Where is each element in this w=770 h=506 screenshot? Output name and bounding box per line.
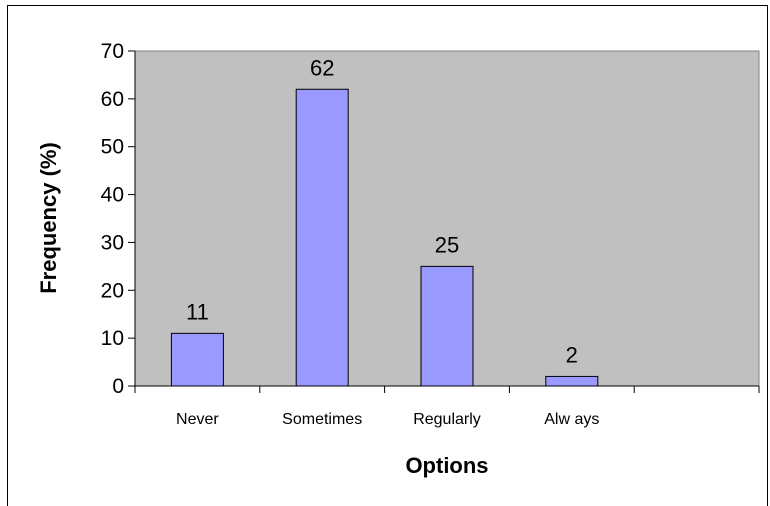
x-category-labels: Never Sometimes Regularly Alw ays <box>176 411 599 428</box>
bar-regularly <box>420 265 474 387</box>
bar-sometimes <box>295 88 349 387</box>
y-tick-label: 30 <box>101 231 124 254</box>
y-tick-labels: 0 10 20 30 40 50 60 70 <box>101 40 124 398</box>
y-tick-label: 10 <box>101 327 124 350</box>
y-tick-label: 70 <box>101 40 124 63</box>
data-label: 11 <box>186 299 209 324</box>
x-axis-title: Options <box>405 453 488 478</box>
data-label: 2 <box>566 342 578 367</box>
y-tick-label: 50 <box>101 136 124 159</box>
data-label: 62 <box>310 55 334 80</box>
x-category-label: Regularly <box>413 411 481 428</box>
axes-layer <box>128 50 760 393</box>
y-axis-title: Frequency (%) <box>36 142 61 294</box>
y-tick-label: 60 <box>101 88 124 111</box>
data-label: 25 <box>435 232 459 257</box>
x-category-label: Never <box>176 411 219 428</box>
bar-never <box>170 332 224 387</box>
x-category-label: Sometimes <box>282 411 362 428</box>
data-labels-layer: 11 62 25 2 <box>186 55 578 367</box>
bar-always <box>545 375 599 387</box>
y-tick-label: 20 <box>101 279 124 302</box>
y-tick-label: 0 <box>112 375 124 398</box>
y-tick-label: 40 <box>101 184 124 207</box>
x-category-label: Alw ays <box>544 411 599 428</box>
